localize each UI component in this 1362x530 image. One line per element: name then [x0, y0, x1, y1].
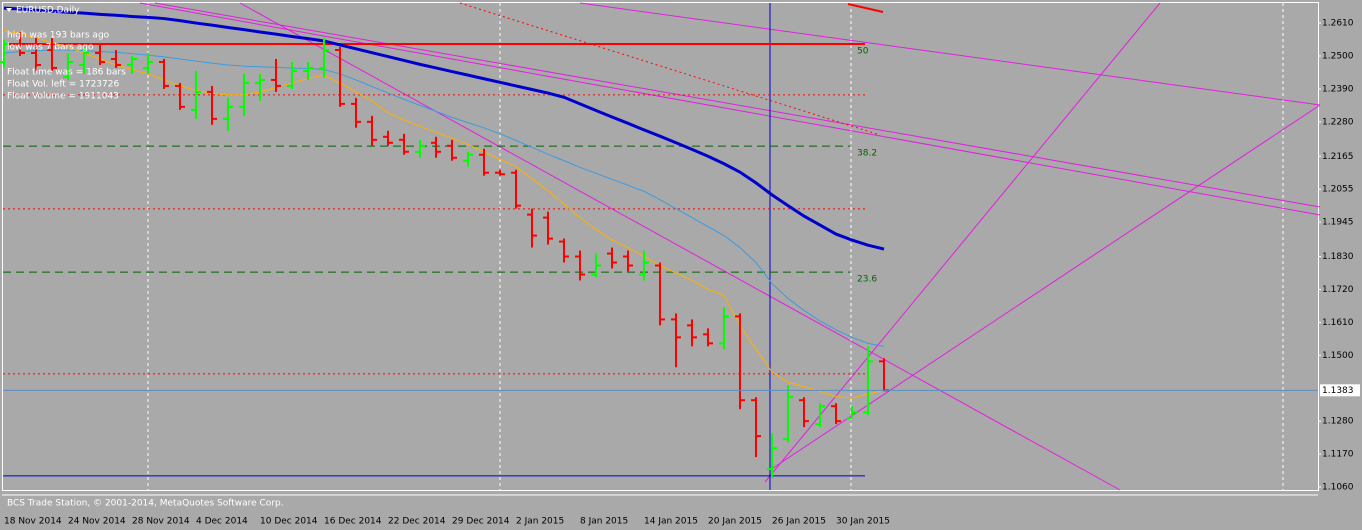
info-line: Float Vol. left = 1723726 [7, 80, 119, 90]
x-tick-label: 22 Dec 2014 [388, 517, 446, 527]
y-tick-label: 1.2390 [1322, 84, 1354, 94]
trendline [239, 2, 1121, 491]
x-tick-label: 20 Jan 2015 [708, 517, 762, 527]
trendline-dotted [459, 2, 881, 136]
y-tick-label: 1.1720 [1322, 285, 1354, 295]
y-tick-label: 1.1170 [1322, 450, 1354, 460]
y-tick-label: 1.2280 [1322, 117, 1354, 127]
x-tick-label: 29 Dec 2014 [452, 517, 510, 527]
trendline-short [847, 3, 884, 13]
trendline [139, 2, 1321, 216]
x-tick-label: 28 Nov 2014 [132, 517, 190, 527]
y-tick-label: 1.1280 [1322, 417, 1354, 427]
y-tick-label: 1.2165 [1322, 152, 1354, 162]
x-tick-label: 30 Jan 2015 [836, 517, 890, 527]
fib-label: 23.6 [857, 275, 877, 285]
footer: BCS Trade Station, © 2001-2014, MetaQuot… [7, 499, 284, 509]
y-tick-label: 1.2055 [1322, 185, 1354, 195]
x-tick-label: 18 Nov 2014 [4, 517, 62, 527]
trendline [769, 104, 1321, 471]
moving-average [3, 30, 885, 399]
chart-title: EURUSD,Daily [16, 6, 80, 16]
fib-label: 38.2 [857, 149, 877, 159]
current-price-box [1320, 384, 1360, 397]
y-tick-label: 1.1500 [1322, 351, 1354, 361]
info-line: Float time was = 186 bars [7, 68, 126, 78]
y-tick-label: 1.1945 [1322, 218, 1354, 228]
y-tick-label: 1.1610 [1322, 318, 1354, 328]
plot: 50 38.2 23.6 [0, 6, 889, 479]
x-tick-label: 2 Jan 2015 [516, 517, 564, 527]
trendline [579, 2, 1321, 106]
y-tick-label: 1.1060 [1322, 483, 1354, 493]
info-line: low was 7 bars ago [7, 43, 94, 53]
moving-average [3, 49, 885, 347]
current-price-label: 1.1383 [1322, 386, 1354, 396]
menu-arrow [6, 8, 12, 12]
trendline [154, 2, 1321, 208]
info-line: high was 193 bars ago [7, 31, 110, 41]
trendlines [139, 2, 1321, 491]
y-tick-label: 1.2610 [1322, 19, 1354, 29]
info-line: Float Volume = 1911043 [7, 92, 119, 102]
x-tick-label: 4 Dec 2014 [196, 517, 248, 527]
x-tick-label: 14 Jan 2015 [644, 517, 698, 527]
y-tick-label: 1.2500 [1322, 51, 1354, 61]
plot-frame [2, 2, 1319, 491]
y-tick-label: 1.1830 [1322, 252, 1354, 262]
trendline [764, 2, 1161, 483]
x-tick-label: 26 Jan 2015 [772, 517, 826, 527]
moving-average [3, 6, 885, 251]
fib-label: 50 [857, 47, 869, 57]
x-tick-label: 8 Jan 2015 [580, 517, 628, 527]
x-tick-label: 10 Dec 2014 [260, 517, 318, 527]
x-tick-label: 24 Nov 2014 [68, 517, 126, 527]
x-tick-label: 16 Dec 2014 [324, 517, 382, 527]
